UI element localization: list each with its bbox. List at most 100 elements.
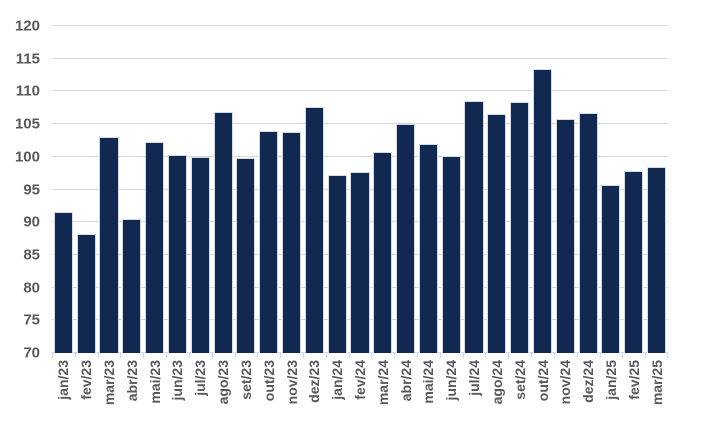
x-axis-tick-label: mar/24 bbox=[374, 360, 391, 406]
bar-jun/23 bbox=[167, 154, 188, 353]
bar-fev/23 bbox=[76, 233, 96, 353]
bar-ago/24 bbox=[487, 114, 507, 353]
x-axis-label-wrap: set/23 bbox=[237, 360, 254, 405]
x-axis-tick-label: ago/23 bbox=[215, 360, 232, 405]
bar-slot bbox=[166, 26, 189, 353]
x-axis-tick bbox=[120, 353, 122, 358]
y-axis-tick-label: 115 bbox=[15, 50, 40, 68]
bar-slot bbox=[303, 26, 326, 353]
y-axis-tick-label: 75 bbox=[23, 311, 40, 329]
x-axis-label-wrap: mar/25 bbox=[649, 360, 665, 410]
x-axis-tick bbox=[143, 353, 145, 358]
x-axis-tick-label: dez/23 bbox=[306, 360, 323, 403]
x-axis-tick bbox=[371, 353, 373, 358]
bar-slot bbox=[508, 26, 531, 353]
bar-set/24 bbox=[510, 101, 530, 353]
plot-area bbox=[52, 25, 668, 353]
x-axis-tick bbox=[645, 353, 647, 358]
x-axis-label-wrap: jul/24 bbox=[466, 360, 483, 401]
y-axis-labels: 70 75 80 85 90 95 100 105 110 115 120 bbox=[0, 19, 40, 361]
x-axis-label-wrap: out/23 bbox=[260, 360, 277, 406]
x-axis-tick-label: jul/24 bbox=[466, 360, 483, 396]
y-axis-tick-label: 80 bbox=[23, 279, 40, 297]
bar-slot bbox=[554, 26, 577, 353]
x-axis-label-wrap: jul/23 bbox=[192, 360, 208, 401]
x-axis-tick bbox=[211, 353, 213, 358]
gridline bbox=[52, 123, 668, 125]
x-axis-tick-label: dez/24 bbox=[580, 360, 597, 403]
x-axis-label-wrap: jun/23 bbox=[169, 360, 185, 405]
x-axis-tick-label: nov/23 bbox=[283, 360, 300, 405]
y-axis-tick-label: 105 bbox=[14, 115, 40, 133]
bar-slot bbox=[622, 26, 645, 353]
x-axis-tick-label: out/23 bbox=[260, 360, 277, 402]
bar-nov/23 bbox=[281, 131, 302, 353]
x-axis-label-wrap: fev/23 bbox=[78, 360, 95, 405]
x-axis-tick bbox=[97, 353, 99, 358]
bar-jul/23 bbox=[190, 156, 210, 353]
x-axis-label-wrap: abr/24 bbox=[398, 360, 414, 406]
bar-ago/23 bbox=[213, 112, 233, 353]
x-axis-tick-label: jan/24 bbox=[329, 360, 346, 400]
x-axis-label-wrap: jan/24 bbox=[329, 360, 346, 405]
x-axis-tick-label: mai/24 bbox=[420, 360, 437, 404]
x-axis-tick bbox=[485, 353, 487, 358]
bar-mar/25 bbox=[646, 166, 667, 353]
x-axis-tick-label: jan/23 bbox=[55, 360, 72, 400]
x-axis-tick bbox=[52, 353, 53, 358]
x-axis-tick-label: fev/24 bbox=[352, 360, 368, 400]
bar-slot bbox=[600, 26, 623, 353]
bar-slot bbox=[531, 26, 554, 353]
x-axis-label-wrap: jan/25 bbox=[602, 360, 619, 405]
x-axis-tick bbox=[394, 353, 396, 358]
x-axis-label-wrap: set/24 bbox=[512, 360, 528, 405]
gridline bbox=[52, 90, 668, 92]
x-axis-tick bbox=[599, 353, 601, 358]
x-axis-label-wrap: fev/24 bbox=[352, 360, 368, 405]
x-axis-label-wrap: nov/24 bbox=[557, 360, 574, 409]
x-axis-tick bbox=[188, 353, 190, 358]
y-axis-tick-label: 100 bbox=[14, 148, 40, 166]
x-axis-label-wrap: jan/23 bbox=[55, 360, 72, 405]
bar-jan/25 bbox=[601, 184, 621, 353]
x-axis-label-wrap: ago/23 bbox=[215, 360, 232, 409]
x-axis-tick-label: set/23 bbox=[237, 360, 254, 400]
x-axis-tick-label: fev/23 bbox=[78, 360, 95, 400]
x-axis-label-wrap: ago/24 bbox=[488, 360, 505, 409]
bar-slot bbox=[75, 26, 98, 353]
x-axis-tick-label: jan/25 bbox=[602, 360, 619, 400]
x-axis-label-wrap: abr/23 bbox=[124, 360, 140, 406]
bar-dez/23 bbox=[304, 107, 324, 353]
x-axis-tick-label: nov/24 bbox=[557, 360, 574, 405]
bar-fev/25 bbox=[624, 170, 644, 353]
x-axis-label-wrap: dez/24 bbox=[580, 360, 597, 408]
bar-slot bbox=[417, 26, 440, 353]
x-axis-tick-label: ago/24 bbox=[488, 360, 505, 405]
bar-jan/23 bbox=[53, 212, 73, 353]
x-axis-label-wrap: nov/23 bbox=[283, 360, 300, 409]
bar-slot bbox=[235, 26, 258, 353]
bar-jan/24 bbox=[327, 175, 347, 353]
x-axis-tick bbox=[325, 353, 327, 358]
bar-slot bbox=[52, 26, 75, 353]
x-axis-label-wrap: jun/24 bbox=[443, 360, 459, 405]
y-axis-tick-label: 90 bbox=[23, 213, 40, 231]
x-axis-label-wrap: mar/24 bbox=[374, 360, 391, 410]
bar-mar/23 bbox=[99, 137, 119, 353]
x-axis-tick bbox=[622, 353, 624, 358]
y-axis-tick-label: 120 bbox=[14, 17, 40, 35]
bar-slot bbox=[485, 26, 508, 353]
gridline bbox=[52, 155, 668, 157]
x-axis-tick bbox=[531, 353, 533, 358]
y-axis-tick-label: 85 bbox=[23, 246, 40, 264]
x-axis-tick bbox=[280, 353, 282, 358]
x-axis-tick bbox=[234, 353, 236, 358]
bar-slot bbox=[463, 26, 486, 353]
bar-dez/24 bbox=[578, 112, 598, 353]
bar-slot bbox=[120, 26, 143, 353]
x-axis-tick bbox=[508, 353, 510, 358]
bar-slot bbox=[326, 26, 349, 353]
x-axis-tick-label: out/24 bbox=[534, 360, 551, 402]
bar-slot bbox=[189, 26, 212, 353]
bar-slot bbox=[98, 26, 121, 353]
